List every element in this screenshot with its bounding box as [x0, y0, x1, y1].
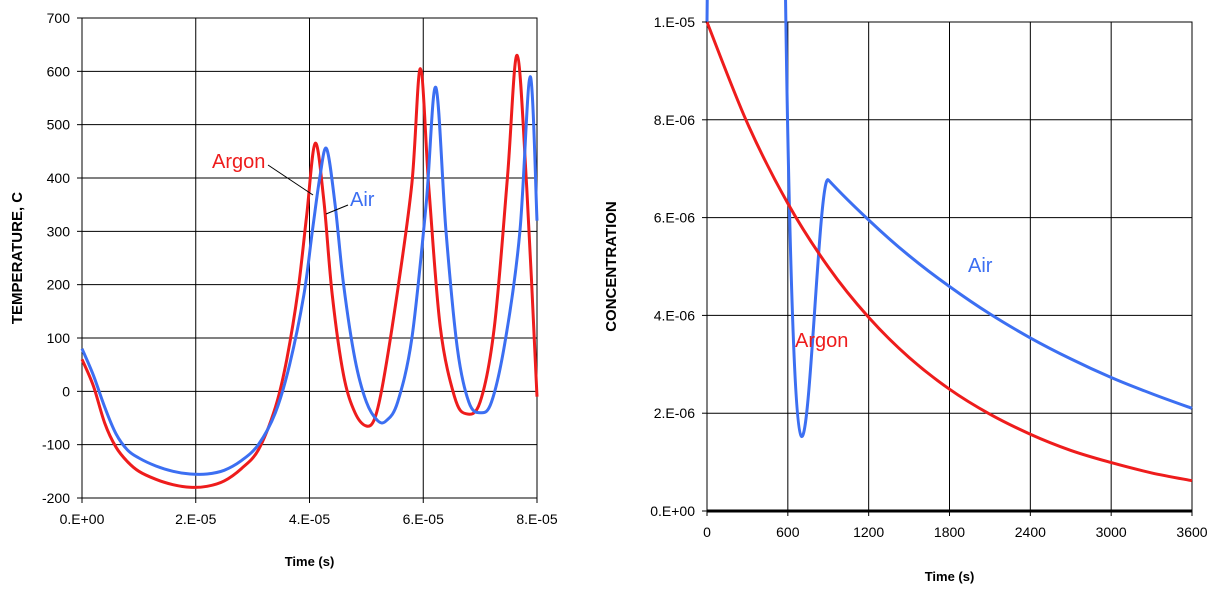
x-tick-label: 8.E-05: [516, 511, 557, 527]
concentration-annotations: Air Argon: [795, 255, 993, 352]
argon-annotation-2: Argon: [795, 330, 848, 352]
y-tick-label: 100: [47, 330, 71, 346]
concentration-y-axis-title: CONCENTRATION: [603, 201, 620, 332]
y-tick-label: 200: [47, 277, 71, 293]
x-tick-label: 6.E-05: [403, 511, 444, 527]
series-line-air: [80, 75, 539, 476]
series-line-argon: [705, 21, 1193, 483]
y-tick-label: 700: [47, 10, 71, 26]
x-tick-label: 3600: [1176, 524, 1207, 540]
argon-leader-line: [267, 164, 314, 196]
temperature-x-ticks: 0.E+00 2.E-05 4.E-05 6.E-05 8.E-05: [60, 498, 558, 527]
y-tick-label: -200: [42, 490, 70, 506]
y-tick-label: 4.E-06: [654, 307, 695, 323]
temperature-x-axis-title: Time (s): [285, 554, 335, 569]
y-tick-label: 600: [47, 63, 71, 79]
temperature-y-ticks: -200 -100 0 100 200 300 400 500 600 700: [42, 10, 82, 506]
x-tick-label: 2400: [1015, 524, 1046, 540]
concentration-x-axis-title: Time (s): [925, 569, 975, 584]
x-tick-label: 1800: [934, 524, 965, 540]
concentration-series: [705, 0, 1193, 483]
y-tick-label: 500: [47, 117, 71, 133]
y-tick-label: 6.E-06: [654, 210, 695, 226]
x-tick-label: 600: [776, 524, 800, 540]
temperature-series: [80, 53, 539, 489]
y-tick-label: 1.E-05: [654, 14, 695, 30]
air-leader-line: [325, 204, 349, 215]
y-tick-label: 300: [47, 223, 71, 239]
series-line-argon: [80, 53, 539, 489]
x-tick-label: 1200: [853, 524, 884, 540]
x-tick-label: 4.E-05: [289, 511, 330, 527]
y-tick-label: 8.E-06: [654, 112, 695, 128]
air-annotation-2: Air: [968, 255, 993, 277]
series-line-air: [705, 0, 1193, 438]
x-tick-label: 3000: [1096, 524, 1127, 540]
temperature-y-axis-title: TEMPERATURE, C: [9, 192, 26, 324]
concentration-y-ticks: 0.E+00 2.E-06 4.E-06 6.E-06 8.E-06 1.E-05: [650, 14, 707, 519]
y-tick-label: 0: [62, 383, 70, 399]
y-tick-label: 2.E-06: [654, 405, 695, 421]
concentration-x-ticks: 0 600 1200 1800 2400 3000 3600: [703, 511, 1208, 540]
y-tick-label: 0.E+00: [650, 503, 695, 519]
x-tick-label: 0: [703, 524, 711, 540]
argon-annotation: Argon: [212, 151, 265, 173]
x-tick-label: 2.E-05: [175, 511, 216, 527]
temperature-annotations: Argon Air: [212, 151, 375, 215]
y-tick-label: 400: [47, 170, 71, 186]
y-tick-label: -100: [42, 437, 70, 453]
air-annotation: Air: [350, 189, 375, 211]
temperature-chart: 0.E+00 2.E-05 4.E-05 6.E-05 8.E-05 -200 -100 0…: [9, 10, 558, 569]
x-tick-label: 0.E+00: [60, 511, 105, 527]
concentration-chart: 0 600 1200 1800 2400 3000 3600 0.E+00 2.E-06 4.E…: [603, 0, 1208, 584]
